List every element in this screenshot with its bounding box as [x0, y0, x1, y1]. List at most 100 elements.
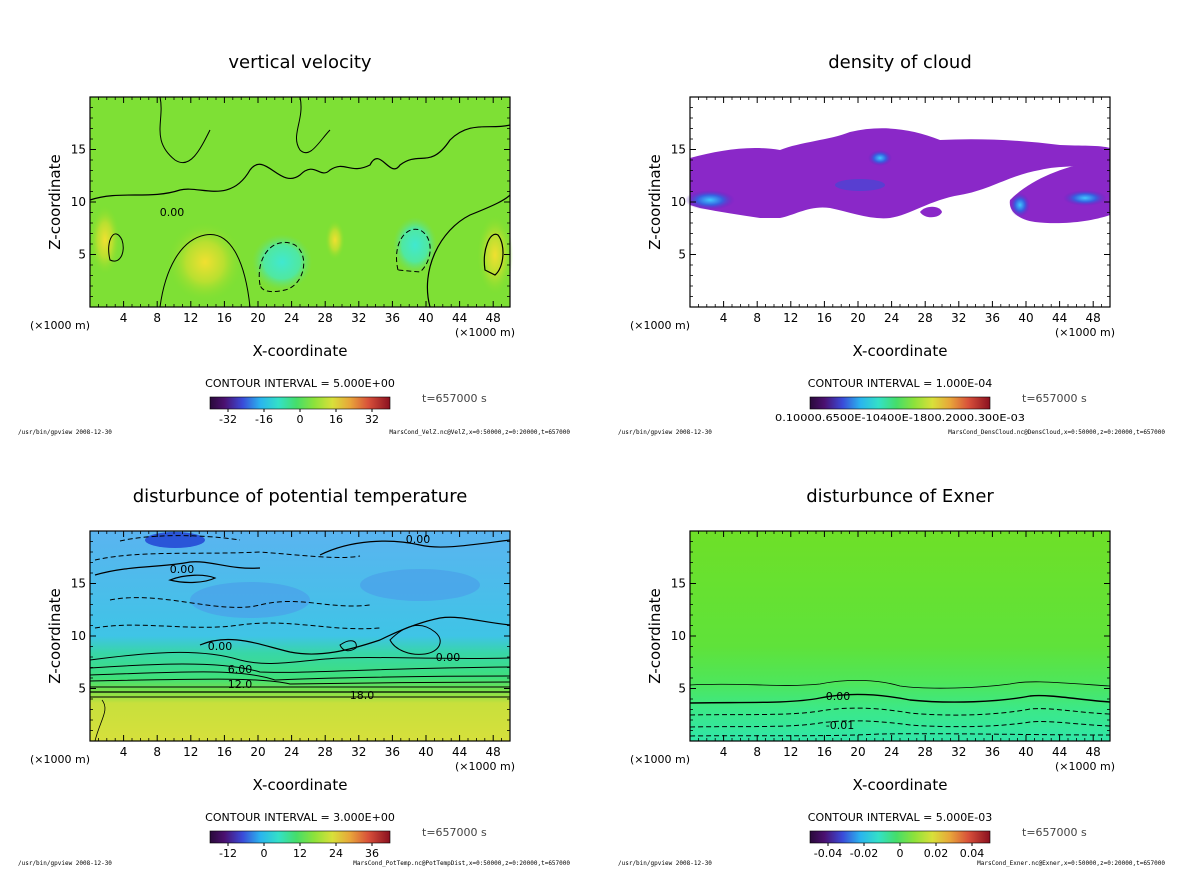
- x-tick-label: 48: [1086, 311, 1101, 325]
- contour-line: [108, 233, 124, 262]
- x-tick-label: 36: [385, 311, 400, 325]
- cloud-region: [920, 206, 942, 218]
- colorbar-ticks: -0.04 -0.02 0 0.02 0.04: [814, 843, 984, 860]
- x-tick-label: 12: [183, 745, 198, 759]
- footer-left: /usr/bin/gpview 2008-12-30: [618, 860, 712, 867]
- panel-title: disturbunce of Exner: [806, 486, 994, 507]
- x-tick-label: 24: [884, 311, 899, 325]
- contour-line: [159, 96, 211, 163]
- contour-line-negative: [94, 622, 381, 630]
- x-unit-right: (×1000 m): [455, 326, 515, 339]
- contour-label: 6.00: [228, 663, 253, 676]
- y-tick-label: 5: [78, 682, 86, 696]
- x-axis-label: X-coordinate: [253, 776, 348, 794]
- x-tick-label: 40: [418, 311, 433, 325]
- contour-line-negative: [109, 597, 371, 608]
- x-tick-label: 4: [120, 311, 128, 325]
- contour-line: [689, 693, 1111, 704]
- x-unit-left: (×1000 m): [30, 319, 90, 332]
- x-tick-label: 12: [783, 311, 798, 325]
- x-axis: 4 8 12 16 20 24 28 32 36 40 44 48: [698, 97, 1102, 325]
- time-label: t=657000 s: [422, 392, 487, 405]
- x-tick-label: 44: [1052, 311, 1067, 325]
- colorbar-tick-label: 0: [297, 413, 304, 426]
- contour-line: [94, 699, 106, 742]
- y-tick-label: 10: [71, 629, 86, 643]
- footer-left: /usr/bin/gpview 2008-12-30: [18, 860, 112, 867]
- colorbar-ticks: -32 -16 0 16 32: [219, 409, 379, 426]
- contour-line: [483, 233, 504, 276]
- y-tick-label: 15: [671, 143, 686, 157]
- x-tick-label: 4: [720, 311, 728, 325]
- footer-right: MarsCond_DensCloud.nc@DensCloud,x=0:5000…: [948, 429, 1165, 436]
- x-tick-label: 16: [217, 311, 232, 325]
- contour-line-negative: [689, 720, 1111, 728]
- x-tick-label: 32: [951, 311, 966, 325]
- y-tick-label: 5: [78, 248, 86, 262]
- dense-cloud-region: [835, 179, 885, 191]
- x-tick-label: 28: [918, 745, 933, 759]
- x-tick-label: 44: [1052, 745, 1067, 759]
- colorbar-tick-label: 0.02: [924, 847, 949, 860]
- x-tick-label: 24: [884, 745, 899, 759]
- colorbar: [809, 396, 991, 410]
- x-tick-label: 40: [418, 745, 433, 759]
- y-tick-label: 15: [71, 577, 86, 591]
- contour-label: 0.00: [170, 563, 195, 576]
- cold-region: [145, 532, 205, 548]
- positive-velocity-region: [325, 220, 345, 260]
- x-tick-label: 48: [486, 745, 501, 759]
- contour-line: [689, 679, 1111, 689]
- footer-left: /usr/bin/gpview 2008-12-30: [618, 429, 712, 436]
- contour-line: [319, 539, 511, 556]
- contour-label: -0.01: [826, 719, 854, 732]
- contour-line: [89, 651, 511, 664]
- x-tick-label: 36: [385, 745, 400, 759]
- colorbar-tick-label: 32: [365, 413, 379, 426]
- x-tick-label: 16: [817, 745, 832, 759]
- footer-right: MarsCond_Exner.nc@Exner,x=0:50000,z=0:20…: [977, 860, 1165, 867]
- x-tick-label: 40: [1018, 745, 1033, 759]
- contour-label: 0.00: [160, 206, 185, 219]
- positive-velocity-region: [167, 222, 243, 302]
- x-tick-label: 44: [452, 745, 467, 759]
- contour-label: 12.0: [228, 678, 253, 691]
- cloud-region: [1009, 160, 1110, 224]
- colorbar-tick-label: 0.10000.6500E-10400E-1800.2000.300E-03: [775, 413, 1025, 424]
- x-tick-label: 48: [486, 311, 501, 325]
- x-axis: 4 8 12 16 20 24 28 32 36 40 44 48: [698, 531, 1102, 759]
- colorbar-tick-label: 36: [365, 847, 379, 860]
- x-axis: 4 8 12 16 20 24 28 32 36 40 44 48: [98, 531, 503, 759]
- panel-title: vertical velocity: [228, 52, 372, 73]
- colorbar: [209, 830, 391, 844]
- x-tick-label: 28: [918, 311, 933, 325]
- contour-line: [89, 663, 511, 673]
- x-unit-right: (×1000 m): [1055, 326, 1115, 339]
- x-tick-label: 32: [951, 745, 966, 759]
- contour-line-negative: [119, 535, 241, 542]
- footer-left: /usr/bin/gpview 2008-12-30: [18, 429, 112, 436]
- colorbar-tick-label: 24: [329, 847, 343, 860]
- contour-line: [159, 233, 251, 308]
- x-tick-label: 20: [250, 311, 265, 325]
- x-tick-label: 24: [284, 745, 299, 759]
- contour-line: [94, 561, 261, 576]
- panel-vertical-velocity: vertical velocity 0.00 4 8 12 16 20 24 28 32 36 4…: [18, 52, 570, 436]
- contour-label: 0.00: [436, 651, 461, 664]
- contour-line-negative: [396, 228, 431, 273]
- y-axis-label: Z-coordinate: [46, 154, 64, 249]
- y-tick-label: 5: [678, 682, 686, 696]
- colorbar-tick-label: -0.02: [850, 847, 878, 860]
- x-tick-label: 8: [753, 745, 761, 759]
- panel-potential-temperature: disturbunce of potential temperature 0.0…: [18, 486, 570, 867]
- x-unit-left: (×1000 m): [30, 753, 90, 766]
- time-label: t=657000 s: [1022, 826, 1087, 839]
- contour-label: 0.00: [406, 533, 431, 546]
- x-axis: 4 8 12 16 20 24 28 32 36 40 44 48: [98, 97, 503, 325]
- positive-velocity-region: [90, 205, 120, 275]
- colorbar-tick-label: -16: [255, 413, 273, 426]
- x-tick-label: 20: [250, 745, 265, 759]
- y-axis: 5 10 15: [671, 541, 1110, 731]
- y-axis: 5 10 15: [71, 107, 510, 297]
